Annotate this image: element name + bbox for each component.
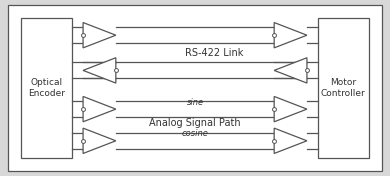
Polygon shape	[83, 23, 116, 48]
Text: sine: sine	[186, 98, 204, 107]
Polygon shape	[83, 96, 116, 122]
Polygon shape	[274, 96, 307, 122]
Text: Motor
Controller: Motor Controller	[321, 78, 365, 98]
Text: RS-422 Link: RS-422 Link	[185, 48, 244, 58]
Polygon shape	[83, 58, 116, 83]
Bar	[318, 18, 369, 158]
Polygon shape	[274, 128, 307, 153]
Polygon shape	[274, 23, 307, 48]
Polygon shape	[83, 128, 116, 153]
Text: Analog Signal Path: Analog Signal Path	[149, 118, 241, 128]
Text: cosine: cosine	[182, 129, 208, 138]
Bar	[21, 18, 72, 158]
Text: Optical
Encoder: Optical Encoder	[28, 78, 65, 98]
Polygon shape	[274, 58, 307, 83]
